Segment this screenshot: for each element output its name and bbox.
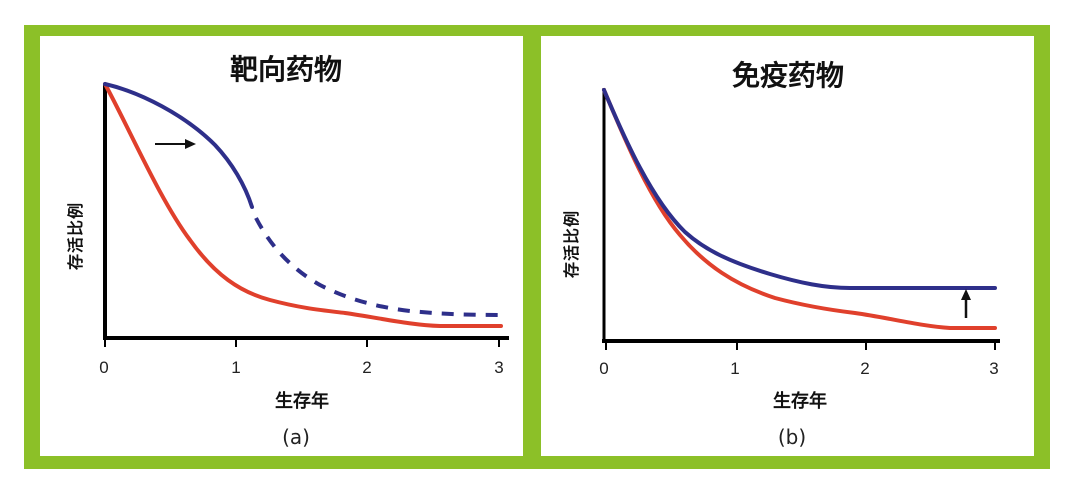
- panel-b-y-label: 存活比例: [562, 209, 581, 279]
- panel-a-tick-label-2: 2: [362, 358, 372, 377]
- panel-a-y-label: 存活比例: [66, 201, 85, 271]
- panel-a-treatment-curve-solid: [103, 82, 254, 209]
- panel-b-caption: (b): [777, 425, 807, 449]
- panel-b-tick-label-0: 0: [599, 359, 609, 378]
- panel-b-title: 免疫药物: [731, 59, 845, 92]
- panel-immunotherapy: [541, 36, 1034, 456]
- right-arrow-icon: [155, 139, 196, 149]
- panel-a-control-curve: [103, 82, 503, 328]
- panel-b-tick-label-2: 2: [860, 359, 870, 378]
- panel-b-tick-label-3: 3: [989, 359, 999, 378]
- panel-a-caption: (a): [282, 425, 310, 449]
- panel-a-tick-label-0: 0: [99, 358, 109, 377]
- panel-a-tick-label-1: 1: [231, 358, 241, 377]
- panel-a-tick-label-3: 3: [494, 358, 504, 377]
- panel-b-treatment-curve: [602, 88, 997, 290]
- panel-a-treatment-curve-dashed: [254, 217, 501, 317]
- panel-b-x-label: 生存年: [773, 391, 827, 412]
- panel-a-axes: [103, 84, 509, 347]
- panel-a-x-label: 生存年: [275, 391, 329, 412]
- panel-targeted-therapy: [40, 36, 523, 456]
- panel-b-control-curve: [602, 88, 997, 330]
- panel-b-axes: [602, 88, 1000, 350]
- panel-b-tick-label-1: 1: [730, 359, 740, 378]
- up-arrow-icon: [961, 289, 971, 318]
- panel-a-title: 靶向药物: [229, 53, 343, 86]
